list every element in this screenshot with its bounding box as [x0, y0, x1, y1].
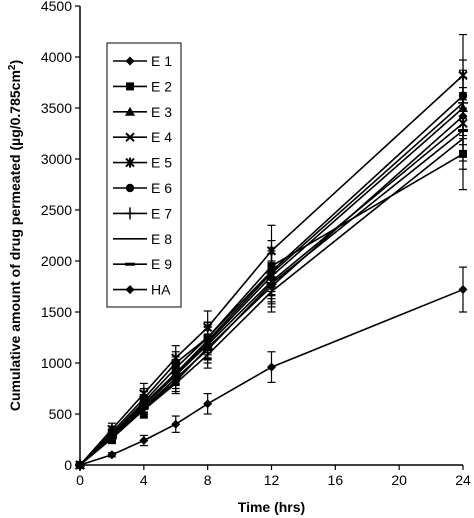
- legend-item-e8-label: E 8: [151, 231, 172, 247]
- legend-item-e7-label: E 7: [151, 205, 172, 221]
- legend-item-e5-label: E 5: [151, 155, 172, 171]
- x-axis-title: Time (hrs): [238, 499, 305, 515]
- y-tick-label: 3500: [41, 100, 72, 116]
- x-tick-label: 16: [328, 472, 344, 488]
- x-tick-label: 0: [76, 472, 84, 488]
- legend-item-e2-label: E 2: [151, 78, 172, 94]
- legend-item-e3-marker: [125, 106, 135, 116]
- x-tick-label: 20: [391, 472, 407, 488]
- y-tick-label: 2500: [41, 202, 72, 218]
- y-tick-label: 3000: [41, 151, 72, 167]
- y-tick-label: 0: [64, 457, 72, 473]
- y-axis-title-end: ): [7, 60, 23, 65]
- legend-item-e8: E 8: [113, 231, 172, 247]
- legend-item-e6-marker: [125, 183, 135, 193]
- legend-item-e6: E 6: [113, 180, 172, 196]
- y-tick-label: 1500: [41, 304, 72, 320]
- legend-item-e4-label: E 4: [151, 129, 172, 145]
- series-ha-point: [203, 399, 213, 409]
- legend-item-e4-marker-stroke: [125, 132, 135, 142]
- axes: 0 500 1000 1500 2000 2500 3000 3500 4000 4500 0 4 8 1…: [41, 0, 471, 488]
- legend-item-e2-marker: [126, 82, 134, 91]
- legend: E 1 E 2 E 3 E 4 E 5 E 6 E 7 E 8 E 9 HA: [106, 42, 182, 308]
- legend-item-e5: E 5: [113, 155, 172, 171]
- legend-item-ha: HA: [113, 282, 171, 298]
- x-tick-label: 24: [455, 472, 471, 488]
- legend-item-e9-label: E 9: [151, 256, 172, 272]
- y-axis-title-main: Cumulative amount of drug permeated (µg/…: [7, 70, 23, 411]
- x-tick-label: 12: [264, 472, 280, 488]
- legend-item-e4-marker: [125, 132, 135, 142]
- legend-item-e7-marker: [125, 207, 135, 220]
- legend-item-e7: E 7: [113, 205, 172, 221]
- legend-item-e1: E 1: [113, 53, 172, 69]
- x-tick-label: 4: [140, 472, 148, 488]
- x-tick-label: 8: [204, 472, 212, 488]
- y-tick-label: 4000: [41, 49, 72, 65]
- plot-area: [75, 33, 468, 471]
- legend-item-e6-label: E 6: [151, 180, 172, 196]
- legend-item-e1-marker: [125, 56, 135, 66]
- series-ha-point: [458, 285, 468, 295]
- y-tick-label: 1000: [41, 355, 72, 371]
- y-tick-label: 4500: [41, 0, 72, 14]
- y-tick-label: 500: [49, 406, 73, 422]
- series-e9: [75, 99, 468, 467]
- series-ha-point: [139, 436, 149, 446]
- y-axis-title: Cumulative amount of drug permeated (µg/…: [7, 60, 24, 411]
- legend-item-e3: E 3: [113, 104, 172, 120]
- legend-item-e5-marker: [125, 157, 135, 168]
- legend-item-e1-label: E 1: [151, 53, 172, 69]
- legend-item-ha-label: HA: [151, 282, 171, 298]
- y-axis-title-superscript: 2: [7, 64, 18, 70]
- series-ha: [75, 266, 468, 470]
- legend-item-e2: E 2: [113, 78, 172, 94]
- legend-item-e9: E 9: [113, 256, 172, 272]
- legend-item-e3-label: E 3: [151, 104, 172, 120]
- series-ha-point: [107, 450, 117, 460]
- series-ha-point: [267, 362, 276, 372]
- legend-item-e4: E 4: [113, 129, 172, 145]
- series-ha-point: [171, 419, 181, 429]
- legend-item-ha-marker: [125, 285, 135, 295]
- y-tick-label: 2000: [41, 253, 72, 269]
